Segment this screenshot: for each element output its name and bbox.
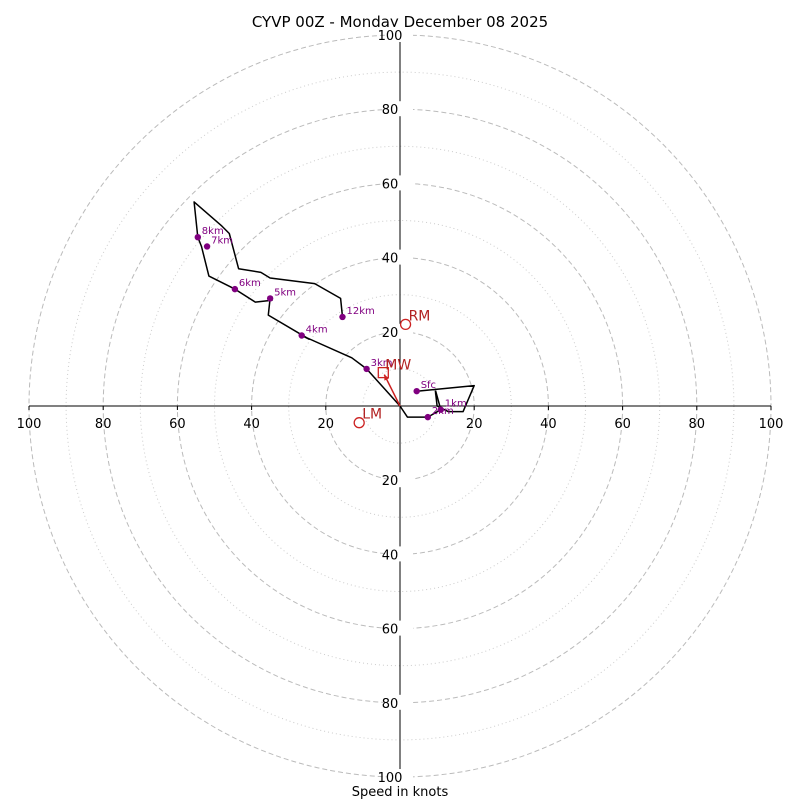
- height-marker-label: 5km: [274, 287, 296, 298]
- height-marker-dot: [298, 332, 305, 339]
- mw-marker: [377, 366, 389, 379]
- height-marker-label: 12km: [346, 306, 374, 317]
- x-axis-label: Speed in knots: [352, 785, 449, 800]
- x-tick-label: 80: [95, 417, 112, 432]
- height-marker-dot: [437, 406, 445, 413]
- height-marker-label: 2km: [432, 406, 454, 417]
- height-marker-dot: [413, 387, 420, 395]
- y-tick-label-bg: [387, 769, 413, 784]
- y-tick-label: 100: [378, 771, 403, 786]
- x-tick-label: 20: [318, 417, 335, 432]
- y-tick-label-bg: [387, 620, 413, 636]
- rm-label: RM: [409, 308, 431, 324]
- x-tick-label: 20: [466, 417, 483, 432]
- y-tick-label-bg: [387, 472, 413, 488]
- height-marker-label: 3km: [371, 358, 393, 369]
- y-tick-label-bg: [387, 323, 413, 339]
- axis-ticks: 100 100 100 100 80 80 80 80 60 60 60 60 40 40 40 40 20 20…: [17, 27, 784, 786]
- y-tick-label-bg: [387, 249, 413, 265]
- x-tick-label: 80: [689, 417, 706, 432]
- height-marker-label: 6km: [239, 278, 261, 289]
- y-tick-label-bg: [387, 546, 413, 562]
- mw-label: MW: [385, 358, 411, 374]
- height-marker-dot: [231, 285, 239, 293]
- height-marker-dot: [194, 233, 202, 241]
- lm-label: LM: [362, 407, 382, 423]
- height-marker-label: 7km: [211, 235, 233, 246]
- height-marker-label: Sfc: [421, 380, 436, 391]
- y-tick-label: 40: [382, 252, 399, 267]
- lm-marker: [353, 417, 365, 429]
- height-marker-dot: [363, 365, 370, 373]
- mean-wind-arrowhead: [384, 374, 390, 381]
- y-tick-label: 100: [378, 29, 403, 44]
- y-tick-label: 20: [382, 474, 399, 489]
- height-marker-dot: [339, 313, 346, 321]
- height-marker-dot: [203, 243, 211, 250]
- height-marker-label: 1km: [445, 399, 467, 410]
- height-marker-label: 8km: [202, 226, 224, 237]
- storm-motion-markers: RM LM MW: [353, 308, 431, 429]
- x-tick-label: 60: [614, 417, 631, 432]
- y-tick-label-bg: [387, 27, 413, 42]
- x-tick-label: 40: [540, 417, 557, 432]
- x-tick-label: 60: [169, 417, 186, 432]
- y-tick-label: 60: [382, 623, 399, 638]
- x-tick-label: 100: [17, 417, 42, 432]
- y-tick-label: 60: [382, 177, 399, 192]
- x-tick-label: 100: [759, 417, 784, 432]
- y-tick-label: 80: [382, 697, 399, 712]
- height-marker-label: 4km: [306, 325, 328, 336]
- y-tick-label: 20: [382, 326, 399, 341]
- x-tick-label: 40: [243, 417, 260, 432]
- height-marker-dot: [266, 295, 274, 302]
- height-marker-dot: [424, 413, 432, 421]
- y-tick-label: 40: [382, 548, 399, 563]
- rm-marker: [399, 318, 412, 331]
- mean-wind-vector: [383, 374, 401, 407]
- y-tick-label-bg: [387, 175, 413, 191]
- chart-title: CYVP 00Z - Monday December 08 2025: [252, 13, 548, 31]
- y-tick-label-bg: [387, 101, 413, 117]
- y-tick-label-bg: [387, 694, 413, 710]
- y-tick-label: 80: [382, 103, 399, 118]
